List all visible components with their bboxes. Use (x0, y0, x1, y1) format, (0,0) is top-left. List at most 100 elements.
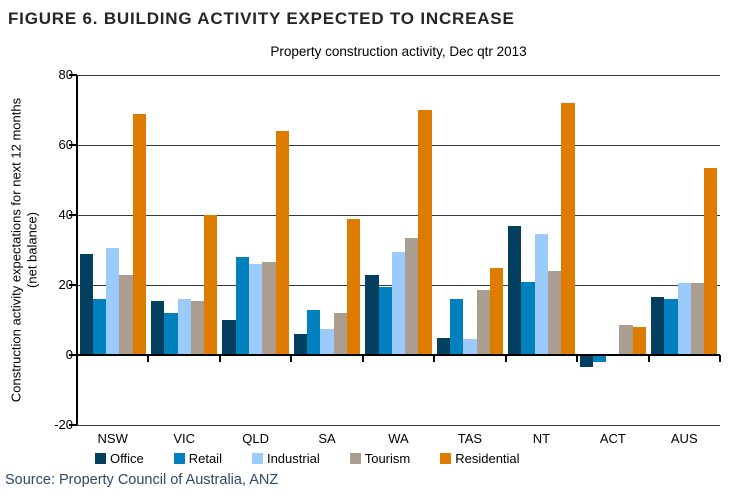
x-tick-mark (147, 355, 150, 362)
bar-VIC-Residential (204, 215, 218, 355)
bar-VIC-Tourism (190, 300, 205, 355)
legend-label-industrial: Industrial (266, 451, 320, 466)
legend-swatch-residential (440, 453, 452, 464)
bar-VIC-Retail (164, 313, 178, 355)
bar-AUS-Residential (704, 167, 718, 355)
x-tick-mark (576, 355, 579, 362)
bar-TAS-Industrial (463, 339, 477, 355)
chart-subtitle: Property construction activity, Dec qtr … (270, 44, 527, 59)
bar-NSW-Tourism (119, 274, 133, 355)
plot-area (69, 74, 721, 426)
bar-QLD-Tourism (262, 262, 276, 355)
y-tick-mark (69, 354, 77, 356)
bar-ACT-Retail (592, 355, 607, 362)
legend-swatch-retail (173, 453, 185, 464)
bar-ACT-Tourism (619, 325, 633, 355)
gridline-40 (77, 215, 720, 216)
y-tick-mark (69, 424, 77, 426)
bar-QLD-Residential (275, 131, 289, 355)
bar-AUS-Retail (664, 299, 678, 355)
bar-QLD-Retail (235, 257, 249, 355)
legend: Office Retail Industrial Tourism Residential (95, 451, 520, 466)
y-tick-mark (69, 74, 77, 76)
bar-ACT-Office (579, 355, 593, 368)
x-tick-label-AUS: AUS (670, 431, 698, 446)
bar-VIC-Office (150, 300, 165, 355)
legend-item-residential: Residential (440, 451, 520, 466)
y-axis-line (76, 75, 78, 425)
bar-NSW-Residential (132, 113, 146, 355)
x-tick-mark (433, 355, 436, 362)
bar-NT-Tourism (548, 271, 562, 355)
bar-WA-Tourism (405, 237, 419, 355)
legend-item-industrial: Industrial (251, 451, 320, 466)
x-tick-label-VIC: VIC (173, 431, 195, 446)
bar-WA-Industrial (391, 251, 406, 355)
bar-ACT-Residential (632, 327, 647, 355)
bar-SA-Retail (307, 309, 321, 355)
x-tick-label-SA: SA (318, 431, 336, 446)
legend-item-retail: Retail (173, 451, 222, 466)
x-tick-label-TAS: TAS (457, 431, 483, 446)
bar-NSW-Office (79, 253, 93, 355)
legend-item-tourism: Tourism (349, 451, 411, 466)
bar-WA-Residential (418, 110, 432, 355)
x-tick-mark (361, 355, 364, 362)
y-tick-mark (69, 144, 77, 146)
x-tick-label-WA: WA (388, 431, 409, 446)
x-tick-mark (504, 355, 507, 362)
legend-label-office: Office (110, 451, 144, 466)
x-tick-label-NSW: NSW (97, 431, 128, 446)
bar-NT-Office (508, 225, 522, 355)
bar-QLD-Industrial (248, 264, 263, 355)
bar-TAS-Residential (489, 267, 504, 355)
bar-SA-Office (293, 334, 308, 355)
legend-item-office: Office (95, 451, 144, 466)
figure-title: FIGURE 6. BUILDING ACTIVITY EXPECTED TO … (8, 9, 515, 28)
bar-SA-Tourism (333, 313, 347, 355)
bar-TAS-Tourism (476, 290, 490, 355)
bar-TAS-Office (436, 337, 450, 355)
bar-NSW-Industrial (106, 248, 120, 355)
x-tick-label-NT: NT (532, 431, 551, 446)
legend-swatch-office (95, 453, 106, 464)
bar-QLD-Office (222, 320, 236, 355)
bar-AUS-Tourism (690, 283, 705, 355)
bar-AUS-Office (651, 297, 665, 355)
y-axis-title-line2: (net balance) (24, 212, 39, 288)
legend-swatch-tourism (349, 453, 361, 464)
bar-NT-Residential (561, 103, 575, 355)
source-note: Source: Property Council of Australia, A… (5, 472, 279, 488)
x-tick-mark (290, 355, 293, 362)
bar-SA-Residential (346, 218, 361, 355)
bar-NSW-Retail (92, 299, 107, 355)
x-tick-mark (76, 355, 78, 362)
bar-TAS-Retail (450, 299, 464, 355)
bar-NT-Retail (521, 281, 535, 355)
y-axis-title-line1: Construction activity expectations for n… (8, 97, 24, 403)
x-tick-mark (719, 355, 721, 362)
y-tick-mark (69, 284, 77, 286)
x-tick-label-ACT: ACT (599, 431, 626, 446)
x-tick-label-QLD: QLD (242, 431, 269, 446)
legend-label-retail: Retail (188, 451, 222, 466)
bar-AUS-Industrial (677, 283, 691, 355)
bar-SA-Industrial (320, 328, 334, 355)
gridline-0 (77, 354, 720, 356)
gridline-80 (77, 75, 720, 76)
bar-NT-Industrial (534, 234, 549, 355)
bar-VIC-Industrial (177, 299, 191, 355)
y-tick-mark (69, 214, 77, 216)
gridline--20 (77, 425, 720, 426)
x-tick-mark (647, 355, 650, 362)
legend-label-residential: Residential (455, 451, 520, 466)
y-axis-title: Construction activity expectations for n… (8, 60, 39, 440)
gridline-60 (77, 145, 720, 146)
legend-swatch-industrial (251, 453, 263, 464)
bar-WA-Retail (378, 286, 392, 355)
bar-WA-Office (365, 274, 379, 355)
x-tick-labels: NSW VIC QLD SA WA TAS NT ACT AUS (77, 431, 720, 451)
legend-label-tourism: Tourism (364, 451, 411, 466)
x-tick-mark (218, 355, 221, 362)
